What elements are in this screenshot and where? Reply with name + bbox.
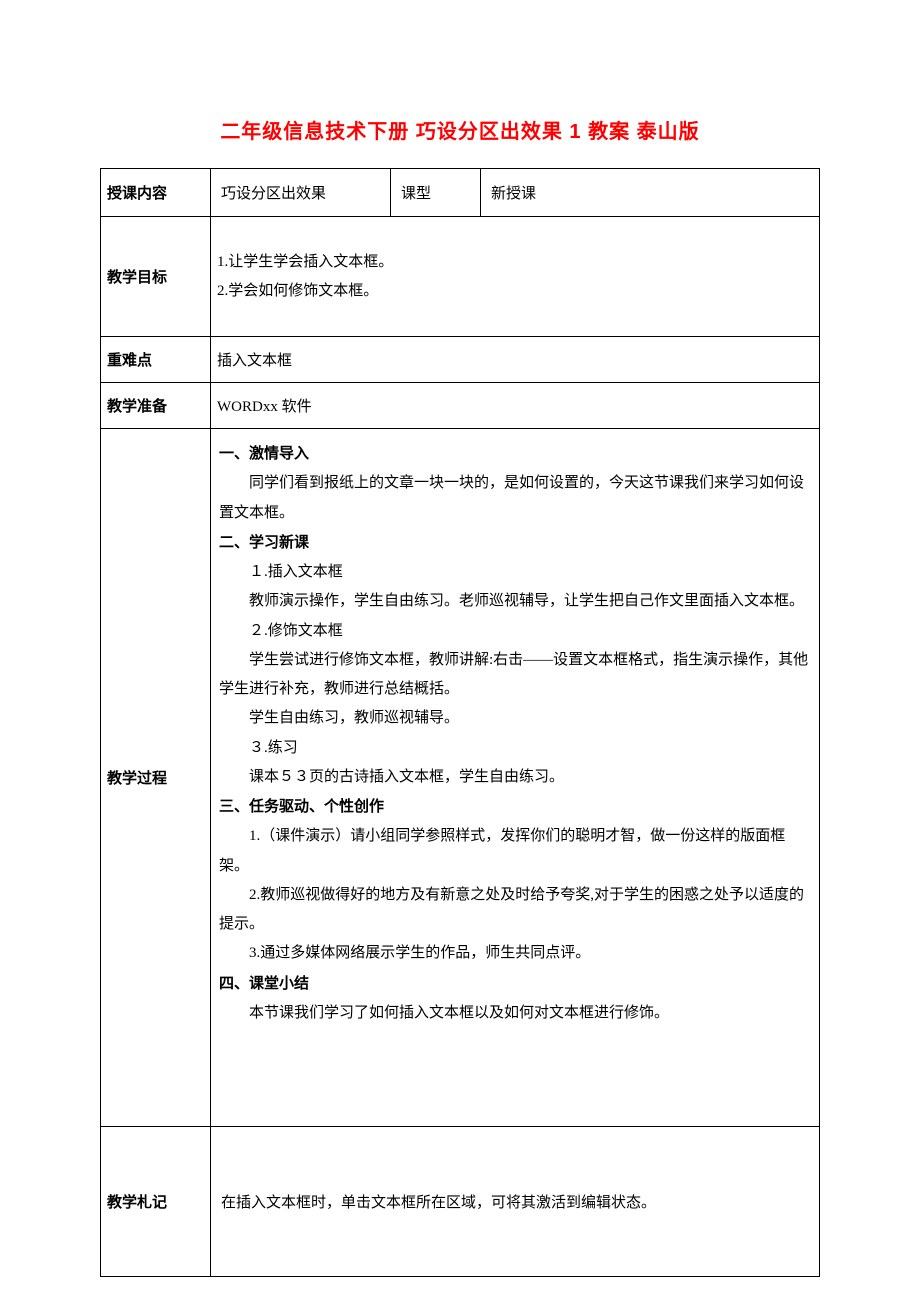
value-keypoints: 插入文本框: [211, 337, 820, 383]
goal-line-2: 2.学会如何修饰文本框。: [217, 283, 378, 299]
lesson-plan-table: 授课内容 巧设分区出效果 课型 新授课 教学目标 1.让学生学会插入文本框。 2…: [100, 168, 820, 1277]
label-course-type: 课型: [391, 169, 481, 217]
value-notes: 在插入文本框时，单击文本框所在区域，可将其激活到编辑状态。: [211, 1126, 820, 1276]
value-process: 一、激情导入 同学们看到报纸上的文章一块一块的，是如何设置的，今天这节课我们来学…: [211, 429, 820, 1127]
section-2-sub1: １.插入文本框: [219, 564, 343, 580]
section-2-sub2: ２.修饰文本框: [219, 623, 343, 639]
table-row-goals: 教学目标 1.让学生学会插入文本框。 2.学会如何修饰文本框。: [101, 217, 820, 337]
section-3-para2: 2.教师巡视做得好的地方及有新意之处及时给予夸奖,对于学生的困惑之处予以适度的提…: [219, 887, 804, 932]
value-teaching-goals: 1.让学生学会插入文本框。 2.学会如何修饰文本框。: [211, 217, 820, 337]
section-3-title: 三、任务驱动、个性创作: [219, 798, 384, 815]
value-teaching-subject: 巧设分区出效果: [211, 169, 391, 217]
section-1-para: 同学们看到报纸上的文章一块一块的，是如何设置的，今天这节课我们来学习如何设置文本…: [219, 475, 804, 520]
label-keypoints: 重难点: [101, 337, 211, 383]
label-notes: 教学札记: [101, 1126, 211, 1276]
section-4-title: 四、课堂小结: [219, 975, 309, 992]
section-1-title: 一、激情导入: [219, 445, 309, 462]
value-preparation: WORDxx 软件: [211, 383, 820, 429]
goal-line-1: 1.让学生学会插入文本框。: [217, 254, 393, 270]
label-process: 教学过程: [101, 429, 211, 1127]
table-row-keypoints: 重难点 插入文本框: [101, 337, 820, 383]
section-2-para2: 学生尝试进行修饰文本框，教师讲解:右击——设置文本框格式，指生演示操作，其他学生…: [219, 652, 808, 697]
table-row-content: 授课内容 巧设分区出效果 课型 新授课: [101, 169, 820, 217]
table-row-notes: 教学札记 在插入文本框时，单击文本框所在区域，可将其激活到编辑状态。: [101, 1126, 820, 1276]
section-2-title: 二、学习新课: [219, 534, 309, 551]
table-row-preparation: 教学准备 WORDxx 软件: [101, 383, 820, 429]
value-course-type: 新授课: [481, 169, 820, 217]
section-2-sub3: ３.练习: [219, 740, 298, 756]
label-preparation: 教学准备: [101, 383, 211, 429]
label-teaching-goals: 教学目标: [101, 217, 211, 337]
section-3-para3: 3.通过多媒体网络展示学生的作品，师生共同点评。: [219, 945, 590, 961]
label-teaching-content: 授课内容: [101, 169, 211, 217]
section-3-para1: 1.（课件演示）请小组同学参照样式，发挥你们的聪明才智，做一份这样的版面框架。: [219, 828, 785, 873]
section-2-para4: 课本５３页的古诗插入文本框，学生自由练习。: [219, 769, 564, 785]
document-title: 二年级信息技术下册 巧设分区出效果 1 教案 泰山版: [100, 115, 820, 144]
section-2-para1: 教师演示操作，学生自由练习。老师巡视辅导，让学生把自己作文里面插入文本框。: [219, 593, 804, 609]
section-4-para1: 本节课我们学习了如何插入文本框以及如何对文本框进行修饰。: [219, 1005, 669, 1021]
table-row-process: 教学过程 一、激情导入 同学们看到报纸上的文章一块一块的，是如何设置的，今天这节…: [101, 429, 820, 1127]
section-2-para3: 学生自由练习，教师巡视辅导。: [219, 710, 459, 726]
